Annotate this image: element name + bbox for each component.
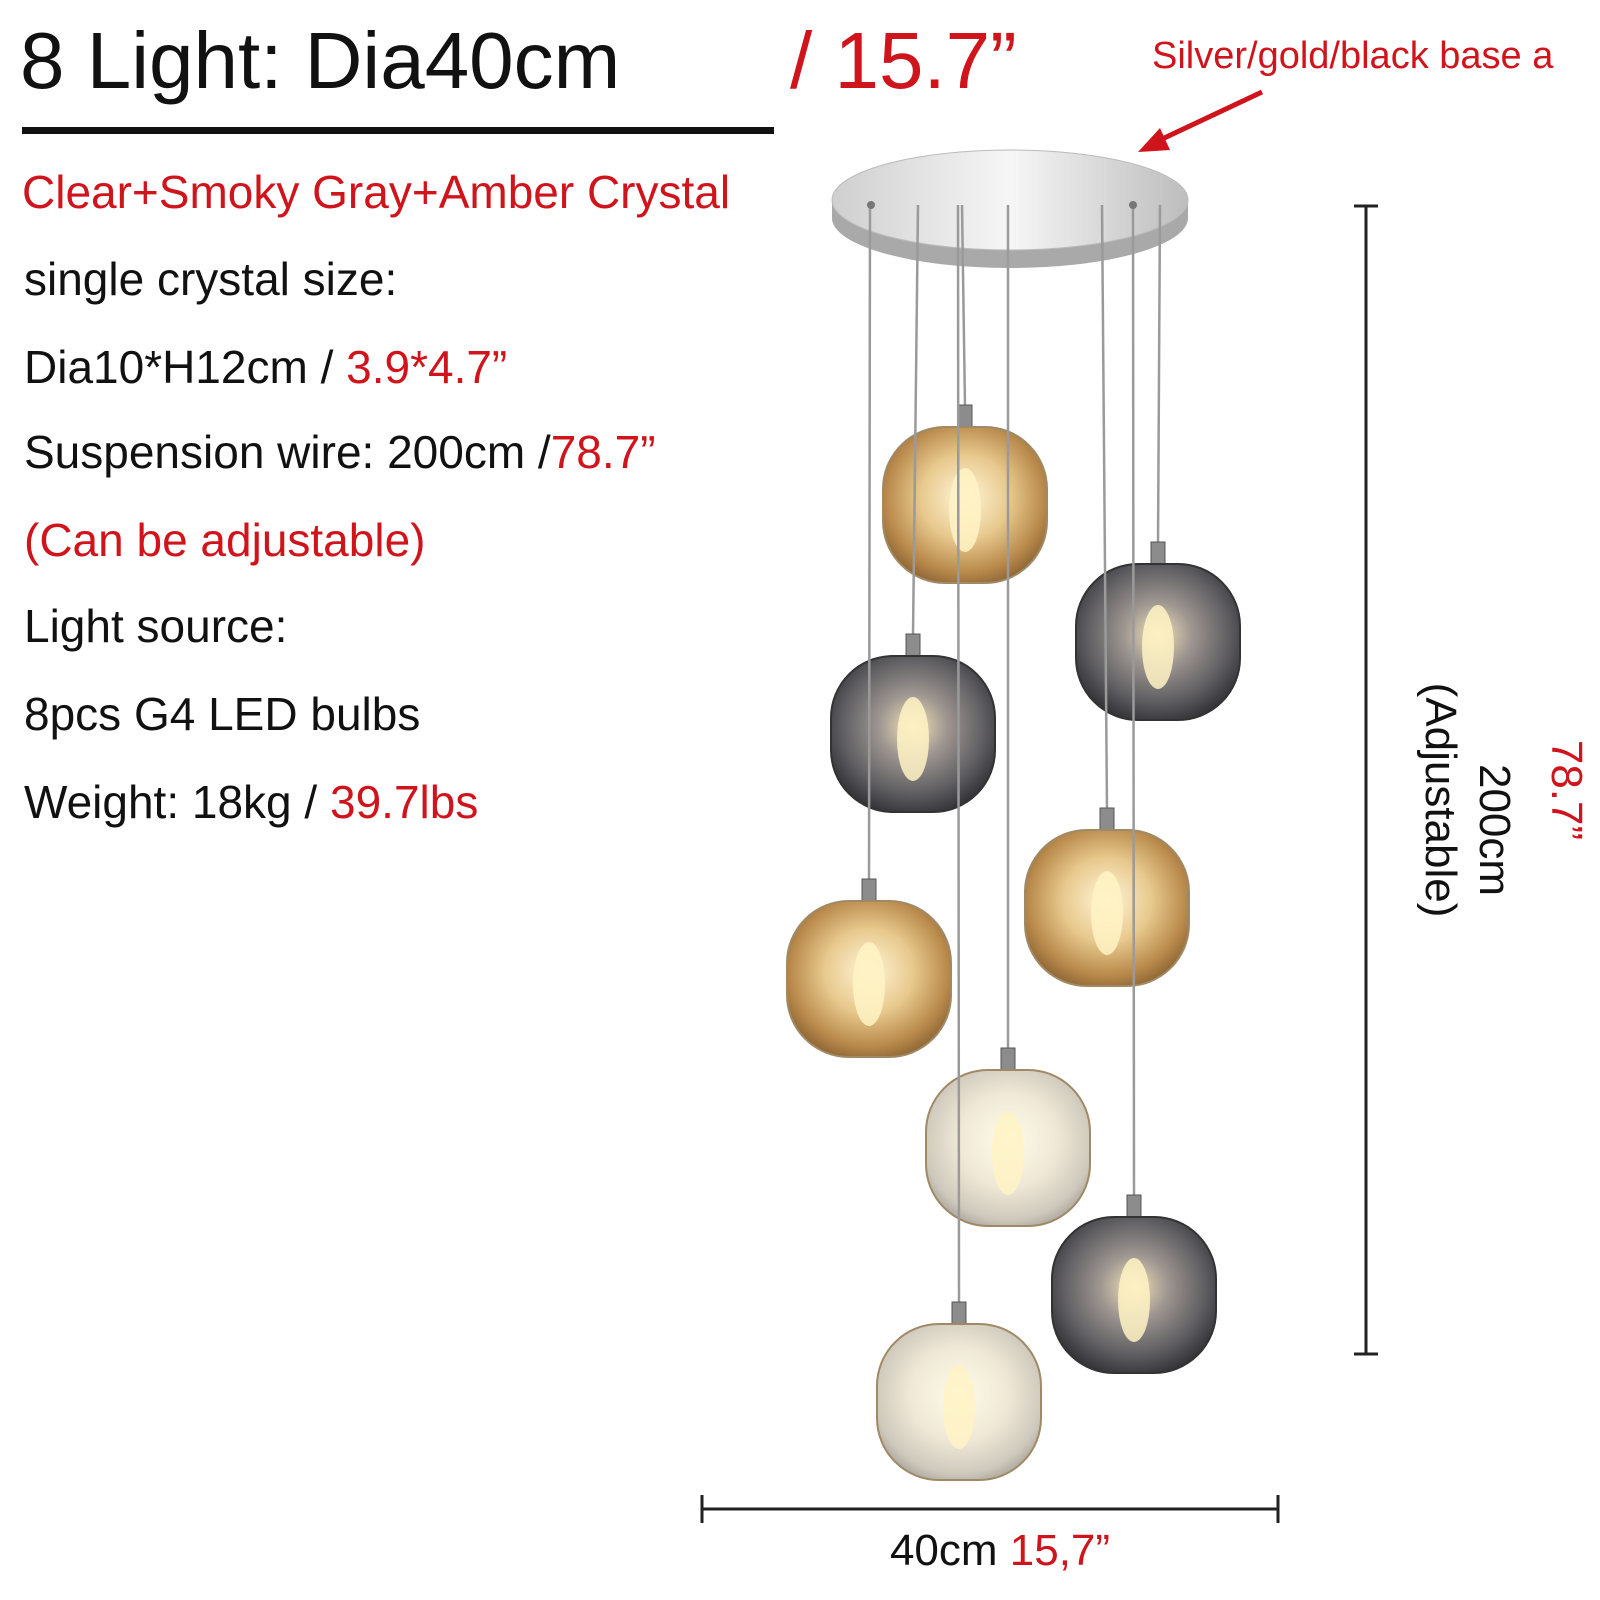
inch: 3.9*4.7” <box>346 341 507 393</box>
bulb-glow <box>949 468 981 552</box>
metric: Suspension wire: 200cm / <box>24 426 551 478</box>
title-underline <box>22 127 774 134</box>
specs: Clear+Smoky Gray+Amber Crystal single cr… <box>22 166 730 828</box>
wire-anchor <box>867 201 875 209</box>
spec-crystal-label: single crystal size: <box>24 253 397 305</box>
height-note: (Adjustable) <box>1416 683 1465 918</box>
callout: Silver/gold/black base a <box>1152 35 1554 77</box>
width-dimension: 40cm 15,7” <box>890 1526 1110 1575</box>
inch: 78.7” <box>551 426 656 478</box>
spec-source: 8pcs G4 LED bulbs <box>24 688 420 740</box>
height-inch: 78.7” <box>1542 740 1591 840</box>
title: 8 Light: Dia40cm <box>20 16 620 105</box>
bulb-glow <box>1142 605 1174 689</box>
metric: Dia10*H12cm / <box>24 341 334 393</box>
inch: 39.7lbs <box>330 776 478 828</box>
spec-adjustable: (Can be adjustable) <box>24 514 425 566</box>
height-metric: 200cm <box>1470 764 1519 896</box>
wire <box>1156 204 1162 545</box>
width-metric: 40cm <box>890 1526 998 1575</box>
pendant-lamp <box>786 149 1241 1481</box>
bulb-glow <box>992 1111 1024 1195</box>
bulb-glow <box>943 1365 975 1449</box>
spec-crystal-size: Dia10*H12cm / 3.9*4.7” <box>24 341 507 393</box>
bulb-glow <box>1091 871 1123 955</box>
canopy-edge <box>832 200 1188 268</box>
spec-source-label: Light source: <box>24 600 287 652</box>
dimension-lines <box>700 204 1378 1523</box>
spec-wire: Suspension wire: 200cm /78.7” <box>24 426 656 478</box>
wire <box>956 204 961 1305</box>
bulb-glow <box>853 942 885 1026</box>
wire <box>960 204 967 408</box>
callout-arrow <box>1158 89 1264 143</box>
wire-anchor <box>1129 201 1137 209</box>
wire <box>911 204 920 637</box>
canopy <box>831 149 1189 251</box>
spec-colors: Clear+Smoky Gray+Amber Crystal <box>22 166 730 218</box>
wire <box>867 204 872 882</box>
bulb-glow <box>1118 1258 1150 1342</box>
wire <box>1131 204 1136 1198</box>
metric: Weight: 18kg / <box>24 776 317 828</box>
width-inch: 15,7” <box>1010 1526 1110 1575</box>
title-inch: / 15.7” <box>790 16 1017 105</box>
callout-arrowhead <box>1138 128 1170 152</box>
spec-weight: Weight: 18kg / 39.7lbs <box>24 776 478 828</box>
bulb-glow <box>897 697 929 781</box>
wire <box>1100 204 1109 811</box>
